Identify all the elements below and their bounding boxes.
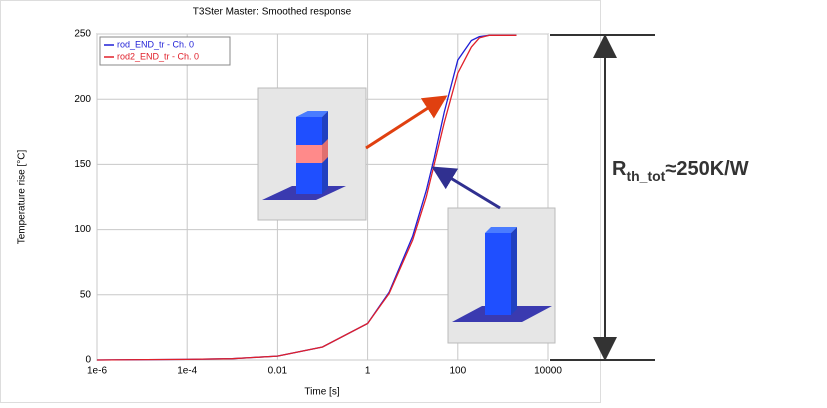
legend-label: rod_END_tr - Ch. 0 (117, 39, 194, 49)
annotation-subscript: th_tot (626, 168, 665, 184)
x-tick-label: 10000 (534, 366, 562, 377)
y-axis-label: Temperature rise [°C] (17, 149, 28, 244)
x-tick-label: 100 (449, 366, 466, 377)
annotation-symbol: R (612, 158, 627, 180)
y-tick-label: 50 (80, 289, 92, 300)
annotation: Rth_tot≈250K/W (612, 158, 749, 183)
legend (99, 36, 231, 66)
x-tick-label: 1e-6 (87, 366, 107, 377)
y-tick-label: 100 (74, 224, 91, 235)
x-tick-label: 1 (365, 366, 371, 377)
x-tick-label: 1e-4 (177, 366, 197, 377)
y-tick-label: 0 (85, 355, 91, 366)
x-tick-label: 0.01 (268, 366, 288, 377)
arrow (431, 166, 501, 210)
y-tick-label: 250 (74, 29, 91, 40)
y-tick-label: 200 (74, 94, 91, 105)
x-axis-label: Time [s] (304, 387, 339, 398)
legend-label: rod2_END_tr - Ch. 0 (117, 51, 199, 61)
arrow (365, 95, 448, 150)
series-line (96, 34, 517, 361)
rod-illustration-1 (257, 87, 367, 221)
annotation-text: ≈250K/W (665, 158, 748, 180)
y-tick-label: 150 (74, 159, 91, 170)
rod-illustration-2 (447, 207, 556, 344)
chart-title: T3Ster Master: Smoothed response (193, 7, 352, 18)
